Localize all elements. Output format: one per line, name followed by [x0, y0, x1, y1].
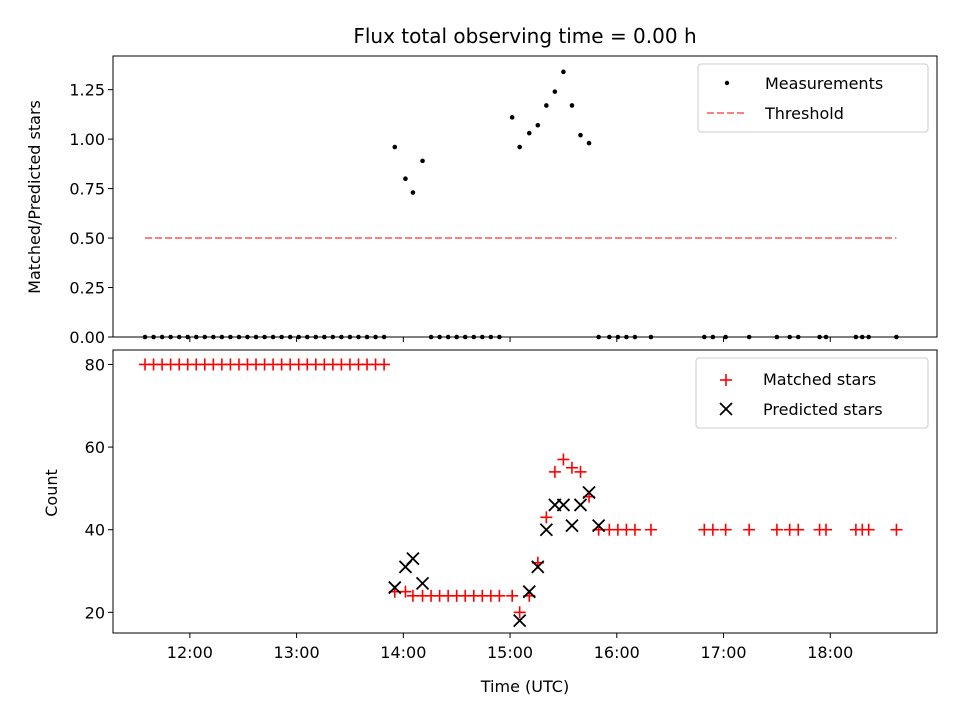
bottom-plot-marks [139, 358, 903, 628]
top-panel: Flux total observing time = 0.00 h Match… [25, 24, 938, 347]
bottom-x-ticks: 12:00 13:00 14:00 15:00 16:00 17:00 18:00 [167, 633, 853, 662]
matched-stars-point [770, 523, 783, 536]
bottom-y-tick-label: 80 [85, 355, 105, 374]
measurements-point [410, 190, 416, 195]
legend-marker-matched-stars [720, 374, 732, 386]
bottom-x-tick-label: 13:00 [274, 643, 320, 662]
bottom-x-tick-label: 14:00 [380, 643, 426, 662]
top-y-tick-label: 0.75 [69, 180, 105, 199]
matched-stars-point [743, 523, 756, 536]
matched-stars-point [574, 465, 587, 478]
bottom-x-tick-label: 16:00 [594, 643, 640, 662]
matched-stars-point [540, 511, 553, 524]
top-y-tick-label: 0.50 [69, 229, 105, 248]
bottom-y-ticks: 20 40 60 80 [85, 355, 113, 622]
top-legend: Measurements Threshold [697, 63, 929, 133]
matched-stars-point [565, 461, 578, 474]
measurements-point [578, 132, 583, 138]
measurements-point [517, 144, 522, 150]
predicted-stars-point [539, 523, 553, 537]
bottom-x-axis-label: Time (UTC) [480, 677, 569, 696]
bottom-x-tick-label: 15:00 [487, 643, 533, 662]
predicted-stars-point [531, 560, 545, 574]
legend-label-matched-stars: Matched stars [763, 370, 876, 389]
measurements-point [403, 176, 408, 181]
predicted-stars-point [522, 585, 536, 599]
measurements-point [552, 89, 558, 94]
predicted-stars-point [415, 576, 430, 591]
measurements-point [509, 115, 515, 120]
measurements-point [561, 69, 566, 75]
measurements-point [544, 103, 549, 108]
matched-stars-point [548, 465, 561, 478]
predicted-stars-point [406, 551, 420, 566]
predicted-stars-point [582, 485, 596, 500]
measurements-point [420, 158, 425, 164]
matched-stars-point [792, 523, 805, 536]
top-y-tick-label: 1.25 [69, 81, 105, 100]
matched-stars-point [819, 523, 832, 536]
legend-marker-predicted-stars [719, 402, 733, 416]
predicted-stars-point [556, 498, 571, 512]
measurements-point [535, 122, 541, 128]
predicted-stars-point [592, 518, 606, 533]
bottom-plot-frame [112, 349, 938, 634]
matched-stars-point [890, 523, 903, 536]
legend-label-measurements: Measurements [765, 74, 883, 93]
matched-stars-point [706, 523, 719, 536]
predicted-stars-point [573, 498, 588, 512]
legend-marker-measurements [724, 80, 730, 86]
matched-stars-point [644, 523, 657, 536]
matched-stars-point [557, 453, 570, 466]
top-y-axis-label: Matched/Predicted stars [25, 100, 44, 294]
measurements-point [569, 103, 575, 108]
matched-stars-point [493, 589, 506, 602]
bottom-legend: Matched stars Predicted stars [695, 357, 929, 429]
top-x-ticks [189, 337, 831, 342]
top-y-tick-label: 0.25 [69, 279, 105, 298]
measurements-point [392, 144, 398, 150]
top-legend-box [697, 63, 929, 133]
predicted-stars-point [565, 518, 579, 533]
matched-stars-point [628, 523, 641, 536]
top-y-tick-label: 1.00 [69, 130, 105, 149]
bottom-x-tick-label: 12:00 [167, 643, 213, 662]
matched-stars-point [378, 358, 391, 371]
bottom-y-tick-label: 20 [85, 603, 105, 622]
bottom-y-axis-label: Count [42, 469, 61, 517]
matched-stars-point [506, 589, 519, 602]
bottom-y-tick-label: 40 [85, 521, 105, 540]
measurements-point [526, 130, 532, 136]
measurements-point [586, 140, 592, 146]
legend-label-predicted-stars: Predicted stars [763, 400, 883, 419]
predicted-stars-point [513, 613, 527, 628]
bottom-x-tick-label: 18:00 [807, 643, 853, 662]
bottom-panel: Count Time (UTC) 20 40 60 80 12:00 13:00 14:0… [42, 349, 938, 696]
matched-stars-point [513, 606, 526, 619]
matched-stars-point [719, 523, 732, 536]
matched-stars-point [399, 585, 412, 598]
matched-stars-point [862, 523, 875, 536]
top-y-ticks: 0.00 0.25 0.50 0.75 1.00 1.25 [69, 81, 113, 347]
bottom-x-tick-label: 17:00 [700, 643, 746, 662]
bottom-y-tick-label: 60 [85, 438, 105, 457]
top-plot-frame [112, 55, 938, 338]
top-y-tick-label: 0.00 [69, 328, 105, 347]
legend-label-threshold: Threshold [764, 104, 844, 123]
chart-title: Flux total observing time = 0.00 h [353, 24, 696, 48]
predicted-stars-point [388, 580, 402, 595]
bottom-legend-box [695, 357, 929, 429]
